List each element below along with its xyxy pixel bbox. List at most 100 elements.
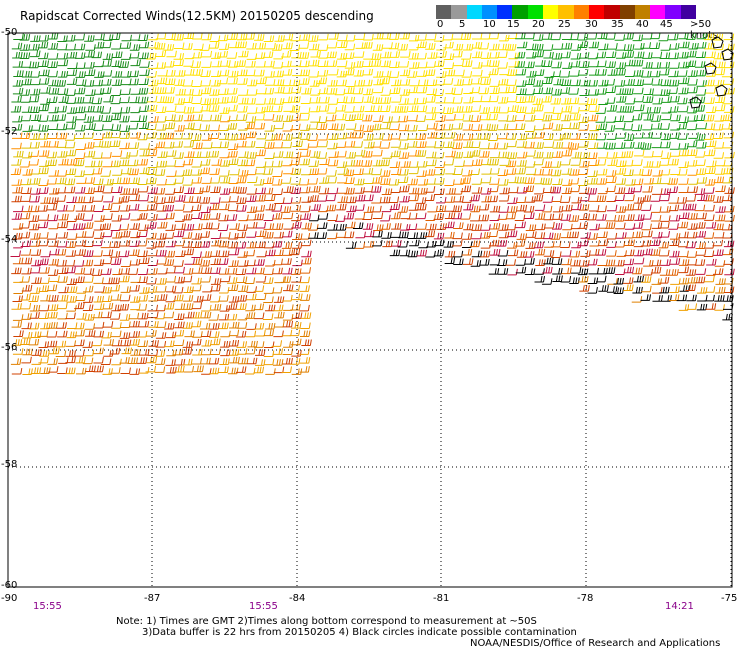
- wind-barb: [199, 167, 211, 175]
- wind-barb: [568, 97, 580, 105]
- wind-barb: [112, 186, 123, 194]
- wind-barb: [605, 61, 617, 68]
- wind-barb: [21, 284, 33, 292]
- wind-barb: [505, 168, 517, 175]
- wind-barb: [353, 96, 364, 104]
- wind-barb: [364, 105, 375, 112]
- wind-barb: [507, 242, 518, 249]
- wind-barb: [12, 295, 24, 303]
- wind-barb: [623, 266, 635, 274]
- wind-barb: [489, 60, 500, 67]
- wind-barb: [714, 304, 725, 311]
- wind-barb: [11, 159, 22, 166]
- wind-barb: [164, 250, 176, 258]
- wind-barb: [416, 203, 427, 211]
- wind-barb: [157, 69, 168, 77]
- wind-barb: [489, 87, 501, 94]
- colorbar-swatch: [436, 5, 452, 19]
- wind-barb: [10, 358, 22, 365]
- wind-barb: [687, 223, 698, 230]
- wind-barb: [318, 51, 329, 59]
- wind-barb: [614, 259, 625, 267]
- wind-barb: [110, 140, 121, 148]
- wind-barb: [336, 161, 348, 168]
- wind-barb: [100, 358, 112, 365]
- wind-barb: [660, 259, 671, 266]
- wind-barb: [183, 140, 195, 148]
- wind-barb: [577, 41, 589, 49]
- wind-barb: [652, 295, 663, 302]
- wind-barb: [84, 313, 95, 321]
- wind-barb: [291, 350, 302, 357]
- wind-barb: [679, 212, 690, 220]
- wind-barb: [308, 224, 319, 231]
- wind-barb: [38, 214, 50, 221]
- wind-barb: [615, 151, 626, 159]
- wind-barb: [712, 123, 724, 131]
- wind-barb: [346, 131, 357, 139]
- wind-barb: [191, 134, 202, 141]
- wind-barb: [65, 168, 77, 175]
- wind-barb: [129, 320, 140, 328]
- wind-barb: [481, 168, 492, 175]
- wind-barb: [163, 204, 175, 212]
- wind-barb: [471, 42, 483, 49]
- wind-barb: [409, 79, 420, 87]
- wind-barb: [552, 141, 564, 149]
- wind-barb: [200, 275, 211, 283]
- wind-barb: [489, 222, 501, 230]
- wind-barb: [669, 132, 680, 139]
- wind-barb: [623, 44, 635, 51]
- wind-barb: [155, 197, 166, 204]
- wind-barb: [343, 231, 355, 239]
- wind-barb: [264, 125, 276, 132]
- wind-barb: [706, 140, 717, 148]
- wind-barb: [588, 41, 600, 49]
- wind-barb: [499, 151, 510, 159]
- wind-barb: [139, 287, 150, 294]
- wind-barb: [542, 122, 554, 130]
- wind-barb: [371, 53, 382, 60]
- wind-barb: [442, 123, 454, 131]
- wind-barb: [571, 241, 582, 249]
- wind-barb: [687, 78, 698, 86]
- wind-barb: [569, 250, 581, 258]
- wind-barb: [723, 78, 735, 85]
- wind-barb: [516, 80, 527, 87]
- wind-barb: [166, 150, 177, 157]
- wind-barb: [452, 239, 463, 247]
- wind-barb: [156, 257, 167, 265]
- wind-barb: [562, 204, 573, 212]
- wind-barb: [300, 294, 311, 301]
- wind-barb: [181, 169, 193, 176]
- wind-barb: [280, 206, 292, 213]
- wind-barb: [148, 340, 159, 347]
- wind-barb: [101, 268, 112, 275]
- wind-barb: [111, 150, 123, 157]
- wind-barb: [435, 132, 446, 139]
- wind-barb: [525, 107, 536, 114]
- wind-barb: [713, 79, 725, 87]
- wind-barb: [633, 197, 645, 204]
- wind-barb: [157, 294, 168, 301]
- wind-barb: [245, 330, 257, 338]
- wind-barb: [498, 179, 509, 186]
- wind-barb: [669, 95, 680, 103]
- wind-barb: [76, 79, 87, 86]
- wind-barb: [434, 168, 446, 176]
- wind-barb: [651, 206, 662, 213]
- wind-barb: [291, 368, 303, 375]
- wind-barb: [642, 96, 654, 103]
- wind-barb: [100, 170, 112, 177]
- wind-barb: [138, 41, 150, 49]
- wind-barb: [139, 143, 150, 150]
- wind-barb: [659, 68, 670, 76]
- wind-barb: [642, 52, 653, 59]
- wind-barb: [65, 122, 77, 130]
- wind-barb: [417, 187, 428, 195]
- wind-barb: [46, 159, 58, 167]
- wind-barb: [174, 124, 185, 132]
- wind-barb: [93, 277, 104, 284]
- wind-barb: [30, 124, 41, 131]
- wind-barb: [704, 194, 715, 202]
